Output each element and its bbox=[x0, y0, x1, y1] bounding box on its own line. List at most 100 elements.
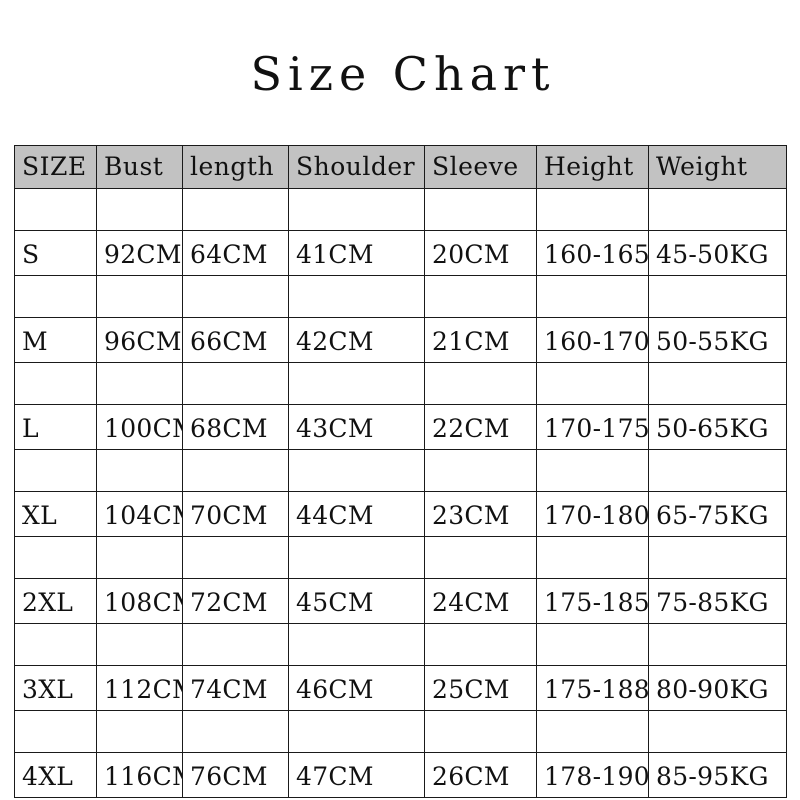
spacer-cell-shoulder bbox=[288, 536, 425, 579]
cell-shoulder: 43CM bbox=[288, 404, 425, 450]
spacer-cell-height bbox=[536, 536, 649, 579]
cell-sleeve: 23CM bbox=[424, 491, 537, 537]
cell-shoulder: 44CM bbox=[288, 491, 425, 537]
cell-height: 160-170 bbox=[536, 317, 649, 363]
cell-weight: 45-50KG bbox=[648, 230, 787, 276]
cell-size: 3XL bbox=[14, 665, 97, 711]
spacer-cell-bust bbox=[96, 188, 183, 231]
spacer-cell-shoulder bbox=[288, 362, 425, 405]
table-spacer-row bbox=[14, 449, 787, 492]
spacer-cell-size bbox=[14, 449, 97, 492]
cell-size: L bbox=[14, 404, 97, 450]
spacer-cell-height bbox=[536, 623, 649, 666]
cell-size: M bbox=[14, 317, 97, 363]
spacer-cell-length bbox=[182, 275, 289, 318]
spacer-cell-size bbox=[14, 710, 97, 753]
cell-height: 170-175 bbox=[536, 404, 649, 450]
spacer-cell-sleeve bbox=[424, 188, 537, 231]
cell-size: S bbox=[14, 230, 97, 276]
spacer-cell-weight bbox=[648, 275, 787, 318]
spacer-cell-size bbox=[14, 362, 97, 405]
column-header-weight: Weight bbox=[648, 145, 787, 189]
table-row: S 92CM 64CM 41CM 20CM 160-165 45-50KG bbox=[14, 230, 787, 276]
spacer-cell-height bbox=[536, 188, 649, 231]
spacer-cell-sleeve bbox=[424, 449, 537, 492]
spacer-cell-length bbox=[182, 710, 289, 753]
spacer-cell-length bbox=[182, 362, 289, 405]
column-header-sleeve: Sleeve bbox=[424, 145, 537, 189]
spacer-cell-bust bbox=[96, 536, 183, 579]
spacer-cell-sleeve bbox=[424, 275, 537, 318]
size-chart-table-container: SIZE Bust length Shoulder Sleeve Height Weight… bbox=[14, 145, 787, 798]
cell-length: 74CM bbox=[182, 665, 289, 711]
column-header-bust: Bust bbox=[96, 145, 183, 189]
cell-weight: 85-95KG bbox=[648, 752, 787, 798]
spacer-cell-sleeve bbox=[424, 536, 537, 579]
spacer-cell-weight bbox=[648, 362, 787, 405]
spacer-cell-sleeve bbox=[424, 362, 537, 405]
cell-shoulder: 41CM bbox=[288, 230, 425, 276]
cell-bust: 92CM bbox=[96, 230, 183, 276]
cell-bust: 96CM bbox=[96, 317, 183, 363]
spacer-cell-shoulder bbox=[288, 449, 425, 492]
cell-shoulder: 46CM bbox=[288, 665, 425, 711]
cell-bust: 116CM bbox=[96, 752, 183, 798]
table-spacer-row bbox=[14, 536, 787, 579]
cell-size: 2XL bbox=[14, 578, 97, 624]
cell-shoulder: 47CM bbox=[288, 752, 425, 798]
cell-height: 160-165 bbox=[536, 230, 649, 276]
cell-length: 70CM bbox=[182, 491, 289, 537]
cell-bust: 108CM bbox=[96, 578, 183, 624]
spacer-cell-shoulder bbox=[288, 623, 425, 666]
spacer-cell-length bbox=[182, 536, 289, 579]
cell-height: 178-190 bbox=[536, 752, 649, 798]
table-header-row: SIZE Bust length Shoulder Sleeve Height Weight bbox=[14, 145, 787, 189]
cell-length: 76CM bbox=[182, 752, 289, 798]
spacer-cell-weight bbox=[648, 536, 787, 579]
table-spacer-row bbox=[14, 623, 787, 666]
table-spacer-row bbox=[14, 710, 787, 753]
size-chart-table: SIZE Bust length Shoulder Sleeve Height Weight… bbox=[14, 145, 787, 798]
cell-height: 175-185 bbox=[536, 578, 649, 624]
cell-weight: 50-65KG bbox=[648, 404, 787, 450]
spacer-cell-height bbox=[536, 275, 649, 318]
cell-weight: 80-90KG bbox=[648, 665, 787, 711]
spacer-cell-size bbox=[14, 623, 97, 666]
cell-bust: 100CM bbox=[96, 404, 183, 450]
cell-sleeve: 25CM bbox=[424, 665, 537, 711]
spacer-cell-shoulder bbox=[288, 275, 425, 318]
cell-length: 68CM bbox=[182, 404, 289, 450]
cell-sleeve: 24CM bbox=[424, 578, 537, 624]
cell-weight: 65-75KG bbox=[648, 491, 787, 537]
table-header: SIZE Bust length Shoulder Sleeve Height Weight bbox=[14, 145, 787, 189]
cell-length: 64CM bbox=[182, 230, 289, 276]
table-spacer-row bbox=[14, 275, 787, 318]
cell-size: 4XL bbox=[14, 752, 97, 798]
spacer-cell-height bbox=[536, 710, 649, 753]
spacer-cell-weight bbox=[648, 449, 787, 492]
spacer-cell-bust bbox=[96, 623, 183, 666]
column-header-size: SIZE bbox=[14, 145, 97, 189]
spacer-cell-height bbox=[536, 449, 649, 492]
spacer-cell-weight bbox=[648, 188, 787, 231]
spacer-cell-length bbox=[182, 188, 289, 231]
spacer-cell-length bbox=[182, 449, 289, 492]
cell-sleeve: 21CM bbox=[424, 317, 537, 363]
table-body: S 92CM 64CM 41CM 20CM 160-165 45-50KG M 96CM 66C… bbox=[14, 188, 787, 798]
table-spacer-row bbox=[14, 188, 787, 231]
cell-bust: 104CM bbox=[96, 491, 183, 537]
spacer-cell-bust bbox=[96, 362, 183, 405]
column-header-height: Height bbox=[536, 145, 649, 189]
cell-height: 170-180 bbox=[536, 491, 649, 537]
spacer-cell-weight bbox=[648, 710, 787, 753]
cell-sleeve: 26CM bbox=[424, 752, 537, 798]
spacer-cell-length bbox=[182, 623, 289, 666]
cell-height: 175-188 bbox=[536, 665, 649, 711]
spacer-cell-weight bbox=[648, 623, 787, 666]
spacer-cell-size bbox=[14, 275, 97, 318]
